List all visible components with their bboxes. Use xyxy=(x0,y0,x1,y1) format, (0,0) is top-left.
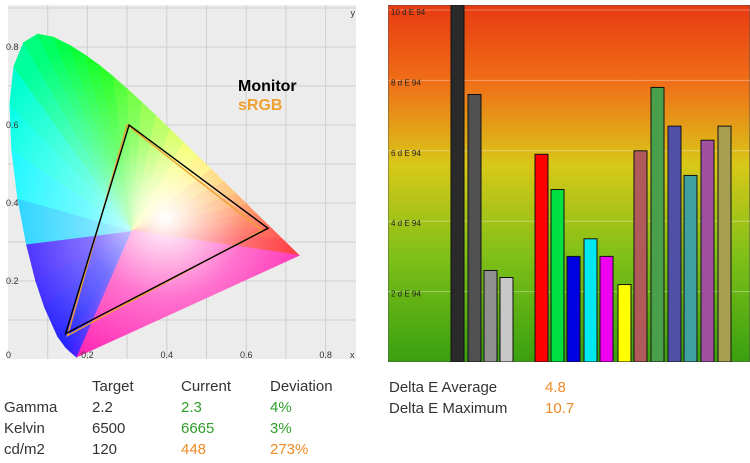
cie-x-tick-label: 0.8 xyxy=(319,350,332,360)
row-kelvin-target: 6500 xyxy=(92,420,126,437)
row-luminance-deviation: 273% xyxy=(270,441,309,458)
row-kelvin-current: 6665 xyxy=(181,420,215,437)
delta-e-bar xyxy=(467,93,482,362)
row-gamma-current: 2.3 xyxy=(181,399,202,416)
cie-x-tick-label: 0.6 xyxy=(240,350,253,360)
row-luminance-current: 448 xyxy=(181,441,207,458)
cie-chromaticity-chart: 0 0.2 0.4 0.6 0.8 0.2 0.4 0.6 0.8 x y Monitor sR… xyxy=(6,5,356,360)
delta-e-bar xyxy=(700,139,715,362)
delta-e-average-label: Delta E Average xyxy=(389,379,498,396)
row-gamma-label: Gamma xyxy=(4,399,58,416)
delta-e-y-tick-label: 2 d E 94 xyxy=(391,290,421,299)
delta-e-bar xyxy=(650,86,665,362)
legend-srgb: sRGB xyxy=(238,97,282,114)
cie-y-axis-label: y xyxy=(351,8,356,18)
cie-y-tick-label: 0.8 xyxy=(6,42,19,52)
row-luminance-label: cd/m2 xyxy=(4,441,45,458)
cie-x-tick-label: 0 xyxy=(6,350,11,360)
delta-e-bar xyxy=(534,153,549,362)
delta-e-bar xyxy=(550,189,565,362)
header-deviation: Deviation xyxy=(270,378,333,395)
delta-e-bar xyxy=(450,5,465,362)
cie-y-tick-label: 0.6 xyxy=(6,120,19,130)
row-gamma-target: 2.2 xyxy=(92,399,113,416)
cie-x-tick-label: 0.2 xyxy=(81,350,94,360)
gamut-triangle-monitor xyxy=(64,123,270,335)
row-luminance-target: 120 xyxy=(92,441,118,458)
cie-x-tick-label: 0.4 xyxy=(161,350,174,360)
delta-e-bar xyxy=(667,125,682,362)
header-current: Current xyxy=(181,378,232,395)
row-gamma-deviation: 4% xyxy=(270,399,292,416)
delta-e-y-tick-label: 4 d E 94 xyxy=(391,219,421,228)
row-kelvin-deviation: 3% xyxy=(270,420,292,437)
delta-e-y-tick-label: 10 d E 94 xyxy=(391,8,426,17)
delta-e-bar xyxy=(633,150,648,362)
delta-e-bar-chart: 2 d E 94 4 d E 94 6 d E 94 8 d E 94 10 d E 9… xyxy=(388,5,750,362)
delta-e-bar xyxy=(499,277,514,362)
delta-e-bar xyxy=(583,238,598,362)
delta-e-bar xyxy=(617,284,632,362)
delta-e-maximum-label: Delta E Maximum xyxy=(389,400,508,417)
delta-e-bar xyxy=(717,125,732,362)
cie-x-axis-label: x xyxy=(350,350,355,360)
cie-y-tick-label: 0.4 xyxy=(6,198,19,208)
delta-e-maximum-value: 10.7 xyxy=(545,400,575,417)
delta-e-bar xyxy=(566,255,581,362)
row-kelvin-label: Kelvin xyxy=(4,420,45,437)
delta-e-average-value: 4.8 xyxy=(545,379,566,396)
header-target: Target xyxy=(92,378,134,395)
delta-e-bar xyxy=(599,255,614,362)
delta-e-y-tick-label: 8 d E 94 xyxy=(391,78,421,87)
delta-e-y-tick-label: 6 d E 94 xyxy=(391,149,421,158)
cie-y-tick-label: 0.2 xyxy=(6,276,19,286)
delta-e-bar xyxy=(683,174,698,362)
legend-monitor: Monitor xyxy=(238,78,297,95)
delta-e-bar xyxy=(483,269,498,362)
